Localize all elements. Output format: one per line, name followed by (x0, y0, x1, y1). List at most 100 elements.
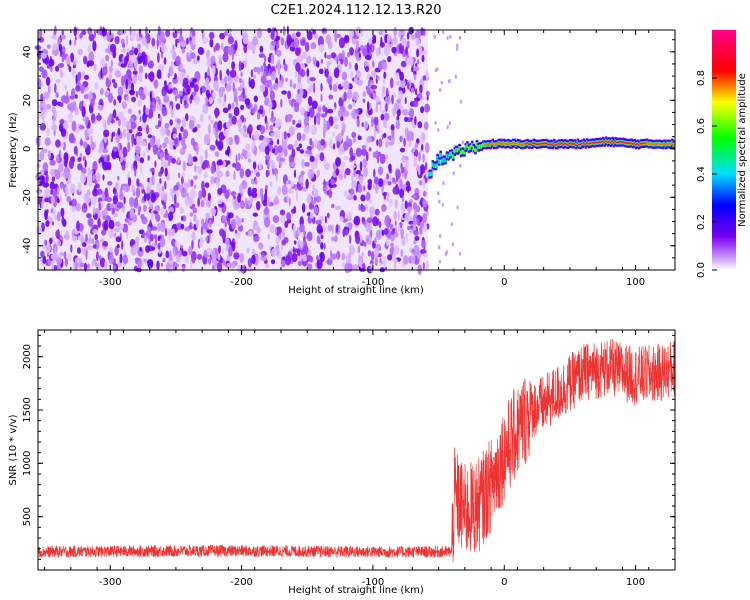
heatmap-cell (255, 171, 260, 178)
heatmap-cell (131, 96, 137, 103)
heatmap-cell (274, 129, 281, 141)
heatmap-cell (83, 55, 88, 65)
heatmap-cell (355, 26, 362, 37)
chart-title: C2E1.2024.112.12.13.R20 (270, 3, 441, 18)
heatmap-cell (387, 181, 392, 186)
heatmap-cell (381, 59, 386, 70)
heatmap-cell (258, 53, 265, 58)
signal-track-cell (622, 141, 625, 143)
heatmap-cell (309, 137, 313, 146)
heatmap-cell (191, 36, 196, 45)
heatmap-cell (422, 177, 426, 189)
heatmap-cell (265, 169, 269, 178)
heatmap-cell (108, 229, 114, 239)
heatmap-cell (70, 244, 73, 253)
heatmap-cell (251, 191, 258, 198)
heatmap-cell (400, 227, 404, 237)
heatmap-cell (173, 248, 176, 258)
heatmap-cell (343, 34, 350, 44)
heatmap-cell (378, 30, 384, 36)
heatmap-cell (278, 80, 283, 88)
heatmap-cell (324, 215, 327, 224)
heatmap-cell (385, 237, 389, 247)
heatmap-cell (93, 63, 97, 72)
heatmap-cell (167, 156, 171, 167)
heatmap-cell (190, 52, 196, 59)
heatmap-cell (40, 250, 45, 258)
heatmap-cell (413, 155, 417, 164)
heatmap-cell (85, 249, 88, 261)
heatmap-cell (152, 144, 159, 155)
heatmap-cell (190, 94, 193, 100)
heatmap-cell (200, 225, 203, 236)
spectrogram-frame (37, 29, 676, 271)
heatmap-cell (59, 102, 64, 108)
heatmap-cell (95, 183, 100, 189)
heatmap-cell (438, 259, 442, 264)
heatmap-cell (422, 190, 427, 197)
heatmap-cell (228, 246, 233, 257)
heatmap-cell (264, 184, 269, 190)
heatmap-cell (52, 118, 55, 126)
heatmap-cell (44, 210, 48, 221)
heatmap-cell (310, 42, 317, 50)
heatmap-cell (391, 46, 397, 54)
signal-track-cell (510, 143, 513, 146)
heatmap-cell (320, 93, 323, 102)
heatmap-cell (55, 65, 60, 72)
heatmap-cell (88, 179, 93, 188)
heatmap-cell (254, 168, 257, 175)
heatmap-cell (164, 80, 167, 86)
heatmap-cell (372, 184, 376, 189)
heatmap-cell (306, 68, 310, 77)
heatmap-cell (137, 125, 143, 132)
heatmap-cell (349, 29, 354, 38)
heatmap-cell (292, 83, 297, 89)
heatmap-cell (92, 175, 95, 182)
x-tick-label: 100 (626, 277, 645, 288)
signal-track-cell (428, 171, 431, 177)
heatmap-cell (83, 93, 89, 100)
heatmap-cell (301, 158, 305, 169)
heatmap-cell (459, 163, 462, 168)
heatmap-cell (88, 51, 95, 62)
heatmap-cell (42, 182, 49, 188)
heatmap-cell (303, 116, 309, 127)
heatmap-cell (338, 173, 344, 180)
heatmap-cell (253, 235, 260, 242)
heatmap-cell (456, 205, 459, 210)
heatmap-cell (331, 203, 335, 209)
heatmap-cell (409, 108, 415, 118)
heatmap-cell (161, 262, 164, 267)
heatmap-cell (231, 102, 235, 109)
heatmap-cell (383, 132, 387, 139)
heatmap-cell (193, 175, 198, 180)
heatmap-cell (388, 163, 392, 171)
colorbar-label: Normalized spectral amplitude (737, 73, 748, 227)
signal-track-cell (532, 142, 535, 144)
heatmap-cell (401, 196, 405, 203)
heatmap-cell (52, 207, 56, 217)
heatmap-cell (358, 52, 361, 58)
heatmap-cell (94, 82, 99, 90)
heatmap-cell (326, 60, 330, 69)
signal-track-cell (541, 142, 545, 145)
heatmap-cell (237, 118, 243, 129)
heatmap-cell (292, 224, 296, 236)
signal-track-cell (475, 142, 479, 147)
heatmap-cell (255, 200, 261, 211)
heatmap-cell (193, 184, 197, 189)
heatmap-cell (341, 50, 345, 61)
signal-track-cell (601, 140, 605, 142)
heatmap-cell (281, 227, 286, 234)
heatmap-cell (208, 233, 211, 240)
heatmap-cell (86, 213, 92, 219)
heatmap-cell (73, 39, 77, 46)
heatmap-cell (101, 229, 107, 236)
heatmap-cell (459, 99, 463, 104)
y-tick-label: 2000 (22, 344, 33, 369)
heatmap-cell (383, 191, 387, 200)
heatmap-cell (49, 181, 55, 191)
heatmap-cell (210, 90, 213, 95)
snr-ylabel: SNR (10 * v/v) (8, 414, 19, 485)
